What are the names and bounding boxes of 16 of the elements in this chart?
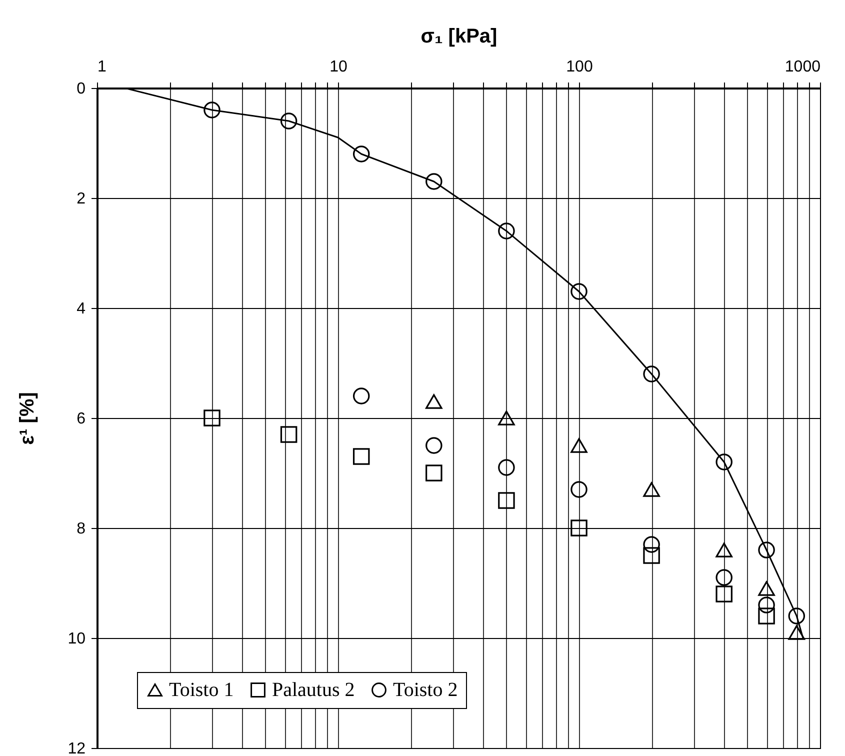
- y-tick-label: 4: [76, 300, 86, 318]
- y-tick-label: 0: [76, 80, 86, 98]
- y-tick-label: 8: [76, 520, 86, 538]
- x-axis-title: σ₁ [kPa]: [420, 26, 498, 48]
- x-tick-label: 100: [566, 58, 593, 76]
- x-tick-label: 10: [330, 58, 348, 76]
- y-tick-label: 10: [68, 630, 86, 648]
- y-tick-label: 12: [68, 740, 86, 756]
- y-axis-title: ε¹ [%]: [16, 392, 39, 445]
- y-tick-label: 6: [76, 410, 86, 428]
- legend-label: Toisto 2: [393, 679, 458, 701]
- legend-label: Palautus 2: [272, 679, 355, 701]
- y-tick-label: 2: [76, 190, 86, 208]
- x-tick-label: 1000: [784, 58, 821, 76]
- x-tick-label: 1: [98, 58, 106, 76]
- legend-label: Toisto 1: [169, 679, 234, 701]
